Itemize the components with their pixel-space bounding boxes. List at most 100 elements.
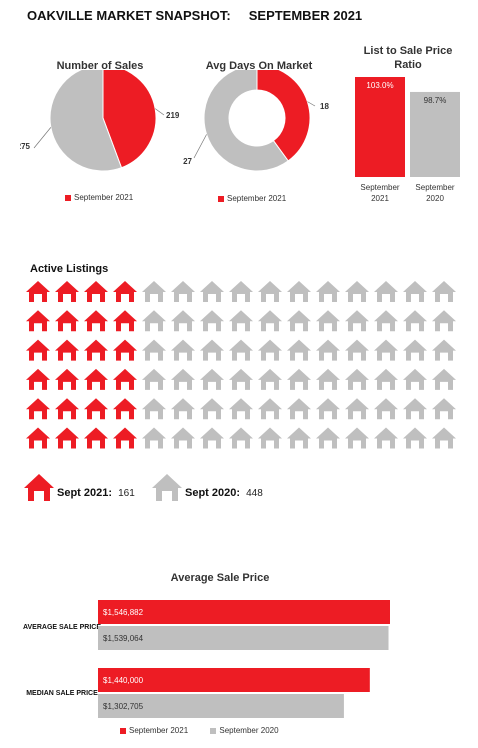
number-of-sales-title: Number of Sales: [56, 60, 144, 72]
house-icon: [374, 398, 398, 420]
average-sale-price-title: Average Sale Price: [170, 572, 270, 584]
house-icon: [171, 398, 195, 420]
active-listings-house-grid: [26, 281, 456, 449]
active-listings-title: Active Listings: [30, 263, 109, 275]
legend-label: September 2021: [129, 726, 189, 735]
house-icon: [374, 281, 398, 302]
house-icon: [26, 427, 50, 449]
avg-days-on-market-legend: September 2021: [218, 194, 286, 203]
house-icon: [374, 427, 398, 449]
house-icon: [258, 398, 282, 420]
average-sale-price-chart: AVERAGE SALE PRICE$1,546,882 $1,539,064 ME…: [23, 600, 390, 718]
house-icon: [287, 368, 311, 390]
house-icon: [432, 398, 456, 420]
ratio-category-label: September 2020: [415, 183, 454, 203]
house-icon: [55, 368, 79, 390]
house-icon: [345, 398, 369, 420]
house-icon: [345, 368, 369, 390]
house-icon: [200, 368, 224, 390]
house-icon: [316, 427, 340, 449]
avg-days-on-market-title: Avg Days On Market: [205, 60, 313, 72]
house-icon: [345, 427, 369, 449]
house-icon: [84, 281, 108, 302]
house-icon: [345, 310, 369, 332]
house-icon: [171, 281, 195, 302]
house-icon: [55, 339, 79, 361]
house-icon: [403, 368, 427, 390]
house-icon: [229, 368, 253, 390]
house-icon: [55, 398, 79, 420]
house-icon: [432, 281, 456, 302]
house-icon: [229, 281, 253, 302]
slice-label: 275: [20, 142, 31, 151]
leader-line: [33, 127, 52, 149]
house-icon-legend-2020: [152, 474, 182, 501]
pie-slice-219: [102, 70, 157, 169]
house-icon: [113, 339, 137, 361]
house-icon: [287, 398, 311, 420]
house-icon: [142, 339, 166, 361]
bar-data-label: $1,440,000: [103, 676, 144, 685]
legend-value-sept-2020: 448: [246, 488, 263, 499]
house-icon: [26, 281, 50, 302]
category-label: MEDIAN SALE PRICE: [26, 690, 98, 697]
house-icon: [345, 339, 369, 361]
house-icon: [26, 398, 50, 420]
house-icon: [258, 339, 282, 361]
category-label: AVERAGE SALE PRICE: [23, 624, 101, 631]
legend-swatch-september-2020: [210, 727, 217, 734]
house-icon: [374, 310, 398, 332]
house-icon: [113, 310, 137, 332]
house-icon: [287, 310, 311, 332]
house-icon: [316, 281, 340, 302]
house-icon: [229, 427, 253, 449]
house-icon: [403, 310, 427, 332]
legend-label: September 2021: [74, 193, 134, 202]
house-icon: [258, 310, 282, 332]
active-listings-legend-2020: Sept 2020: 448: [185, 487, 263, 499]
house-icon: [171, 368, 195, 390]
legend-swatch-september-2021: [218, 195, 224, 202]
house-icon: [200, 339, 224, 361]
legend-label-sept-2020: Sept 2020:: [185, 487, 241, 499]
bar-sept-2020: [98, 626, 389, 650]
pie-slice-27: [203, 70, 289, 172]
average-sale-price-legend: September 2021 September 2020: [120, 726, 279, 735]
house-icon: [432, 368, 456, 390]
house-icon: [142, 427, 166, 449]
house-icon: [258, 368, 282, 390]
list-to-sale-ratio-title: List to Sale Price Ratio: [363, 45, 453, 71]
house-icon: [403, 427, 427, 449]
house-icon: [26, 310, 50, 332]
house-icon: [258, 281, 282, 302]
legend-label: September 2021: [227, 194, 287, 203]
house-icon: [171, 310, 195, 332]
house-icon: [113, 427, 137, 449]
house-icon: [316, 398, 340, 420]
house-icon: [316, 368, 340, 390]
bar-data-label: $1,546,882: [103, 608, 144, 617]
active-listings-legend-2021: Sept 2021: 161: [57, 487, 135, 499]
house-icon: [113, 368, 137, 390]
house-icon: [200, 310, 224, 332]
house-icon: [55, 427, 79, 449]
legend-swatch-september-2021: [65, 194, 71, 201]
house-icon: [258, 427, 282, 449]
house-icon: [403, 398, 427, 420]
house-icon: [432, 427, 456, 449]
house-icon: [142, 281, 166, 302]
house-icon: [113, 281, 137, 302]
house-icon: [229, 310, 253, 332]
house-icon: [200, 281, 224, 302]
pie-slice-275: [49, 70, 123, 172]
house-icon: [374, 339, 398, 361]
house-icon: [229, 339, 253, 361]
legend-label: September 2020: [219, 726, 279, 735]
house-icon: [229, 398, 253, 420]
house-icon: [84, 339, 108, 361]
house-icon: [432, 310, 456, 332]
leader-line: [154, 108, 165, 116]
house-icon: [142, 310, 166, 332]
bar-data-label: $1,539,064: [103, 634, 144, 643]
